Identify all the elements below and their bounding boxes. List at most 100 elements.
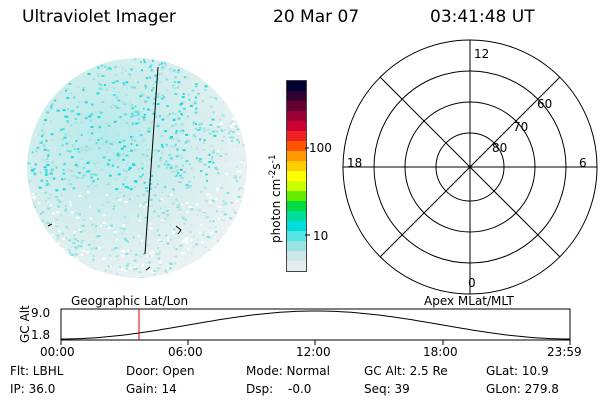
aurora-pixel [222,219,226,222]
aurora-pixel [160,143,163,146]
colorbar-segment [287,221,306,231]
aurora-pixel [116,106,120,109]
aurora-pixel [133,139,136,142]
aurora-pixel [34,193,37,196]
aurora-pixel [120,198,123,201]
aurora-pixel [33,173,37,176]
aurora-pixel [69,150,72,153]
aurora-pixel [151,89,154,92]
aurora-pixel [96,161,99,164]
colorbar-segment [287,191,306,201]
aurora-pixel [108,124,111,127]
aurora-pixel [91,223,95,226]
aurora-pixel [73,174,76,177]
aurora-pixel [106,163,110,166]
aurora-pixel [123,194,126,197]
aurora-pixel [139,61,142,64]
aurora-pixel [50,206,54,209]
aurora-pixel [181,203,184,206]
aurora-pixel [121,100,124,103]
aurora-pixel [119,116,122,119]
aurora-pixel [46,180,49,182]
aurora-pixel [51,161,54,164]
aurora-pixel [110,224,113,227]
aurora-pixel [163,61,167,64]
aurora-pixel [168,223,172,226]
aurora-pixel [148,265,151,268]
aurora-pixel [186,115,189,118]
aurora-pixel [184,218,187,221]
aurora-pixel [175,164,177,167]
aurora-pixel [160,72,163,75]
aurora-pixel [125,264,129,267]
aurora-pixel [140,110,143,113]
aurora-pixel [129,101,131,104]
aurora-pixel [124,201,128,203]
aurora-pixel [88,252,91,255]
aurora-pixel [31,169,34,172]
aurora-pixel [189,206,193,208]
aurora-pixel [122,67,124,70]
aurora-pixel [149,269,153,272]
aurora-pixel [224,202,228,205]
aurora-pixel [159,157,162,160]
aurora-pixel [239,176,242,179]
aurora-pixel [134,253,138,256]
aurora-pixel [124,70,127,72]
aurora-pixel [102,222,106,224]
aurora-pixel [153,194,157,197]
aurora-pixel [201,233,204,236]
aurora-pixel [216,152,220,155]
aurora-pixel [83,229,86,232]
aurora-pixel [168,262,172,265]
aurora-pixel [51,103,55,106]
aurora-pixel [225,142,228,145]
aurora-pixel [102,156,106,159]
aurora-pixel [176,71,180,74]
aurora-pixel [76,257,79,260]
colorbar-segment [287,161,306,171]
aurora-pixel [115,255,119,258]
aurora-pixel [108,148,111,151]
aurora-pixel [180,231,184,234]
aurora-pixel [63,136,67,139]
aurora-pixel [205,173,208,176]
aurora-pixel [177,225,180,228]
aurora-pixel [66,182,70,185]
aurora-pixel [220,148,224,151]
aurora-pixel [173,81,176,84]
aurora-pixel [106,194,109,197]
aurora-pixel [87,131,90,134]
aurora-pixel [170,67,173,70]
aurora-pixel [177,81,181,84]
aurora-pixel [41,211,45,214]
aurora-pixel [103,65,107,68]
aurora-pixel [242,144,246,147]
aurora-pixel [66,97,70,99]
glat-info: GLat: 10.9 [486,364,549,378]
aurora-pixel [65,89,67,92]
aurora-pixel [114,73,118,76]
aurora-pixel [175,199,178,202]
aurora-pixel [138,168,140,170]
dsp-label: Dsp: [246,382,274,396]
aurora-pixel [68,249,71,252]
aurora-pixel [181,215,184,218]
aurora-pixel [70,134,73,137]
aurora-pixel [49,193,52,196]
aurora-pixel [187,184,190,187]
aurora-pixel [158,149,161,152]
aurora-pixel [133,186,136,188]
aurora-pixel [190,239,193,242]
aurora-pixel [152,149,156,152]
aurora-pixel [225,159,228,162]
aurora-pixel [78,228,82,231]
aurora-pixel [146,255,149,258]
aurora-pixel [143,59,145,61]
aurora-pixel [119,226,123,228]
aurora-pixel [128,168,131,171]
aurora-pixel [195,85,198,88]
aurora-pixel [208,153,211,156]
aurora-pixel [127,262,130,265]
aurora-pixel [28,180,32,183]
